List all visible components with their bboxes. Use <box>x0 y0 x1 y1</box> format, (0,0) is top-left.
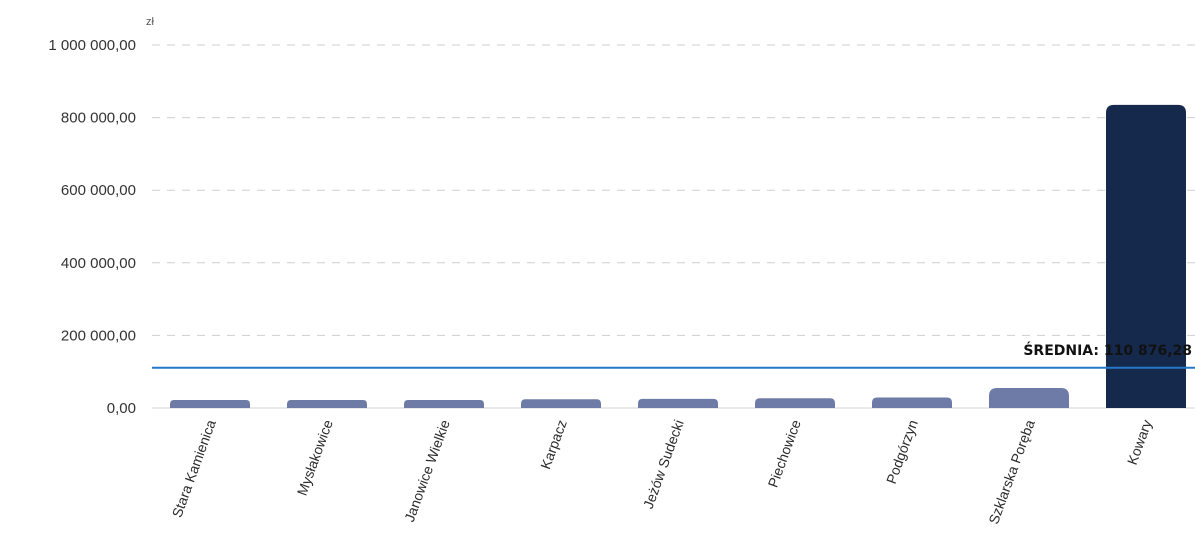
x-tick-label: Stara Kamienica <box>169 417 219 519</box>
x-tick-label: Mysłakowice <box>294 417 336 497</box>
bar[interactable] <box>872 397 952 408</box>
bar[interactable] <box>521 399 601 408</box>
y-tick-label: 0,00 <box>107 400 136 417</box>
y-tick-label: 200 000,00 <box>61 327 136 344</box>
x-tick-label: Kowary <box>1124 418 1155 467</box>
y-tick-label: 400 000,00 <box>61 255 136 272</box>
bars <box>170 104 1186 409</box>
x-tick-label: Jeżów Sudecki <box>640 418 687 511</box>
x-tick-label: Piechowice <box>765 417 804 489</box>
x-tick-label: Karpacz <box>537 418 570 472</box>
bar[interactable] <box>755 398 835 408</box>
y-tick-label: 600 000,00 <box>61 182 136 199</box>
bar[interactable] <box>989 388 1069 408</box>
y-axis-ticks: 0,00 200 000,00 400 000,00 600 000,00 800 00… <box>48 37 136 417</box>
bar[interactable] <box>287 400 367 408</box>
y-axis-unit: zł <box>146 16 155 28</box>
bar[interactable] <box>638 398 718 408</box>
bar[interactable] <box>1106 104 1186 409</box>
bar[interactable] <box>404 400 484 408</box>
y-tick-label: 800 000,00 <box>61 110 136 127</box>
x-tick-label: Szklarska Poręba <box>985 417 1038 526</box>
average-label: ŚREDNIA: 110 876,28 <box>1023 341 1192 359</box>
x-tick-label: Janowice Wielkie <box>401 417 453 524</box>
y-tick-label: 1 000 000,00 <box>48 37 136 54</box>
x-axis-ticks: Stara Kamienica Mysłakowice Janowice Wielk… <box>169 417 1155 526</box>
x-tick-label: Podgórzyn <box>883 418 921 486</box>
bar[interactable] <box>170 400 250 408</box>
